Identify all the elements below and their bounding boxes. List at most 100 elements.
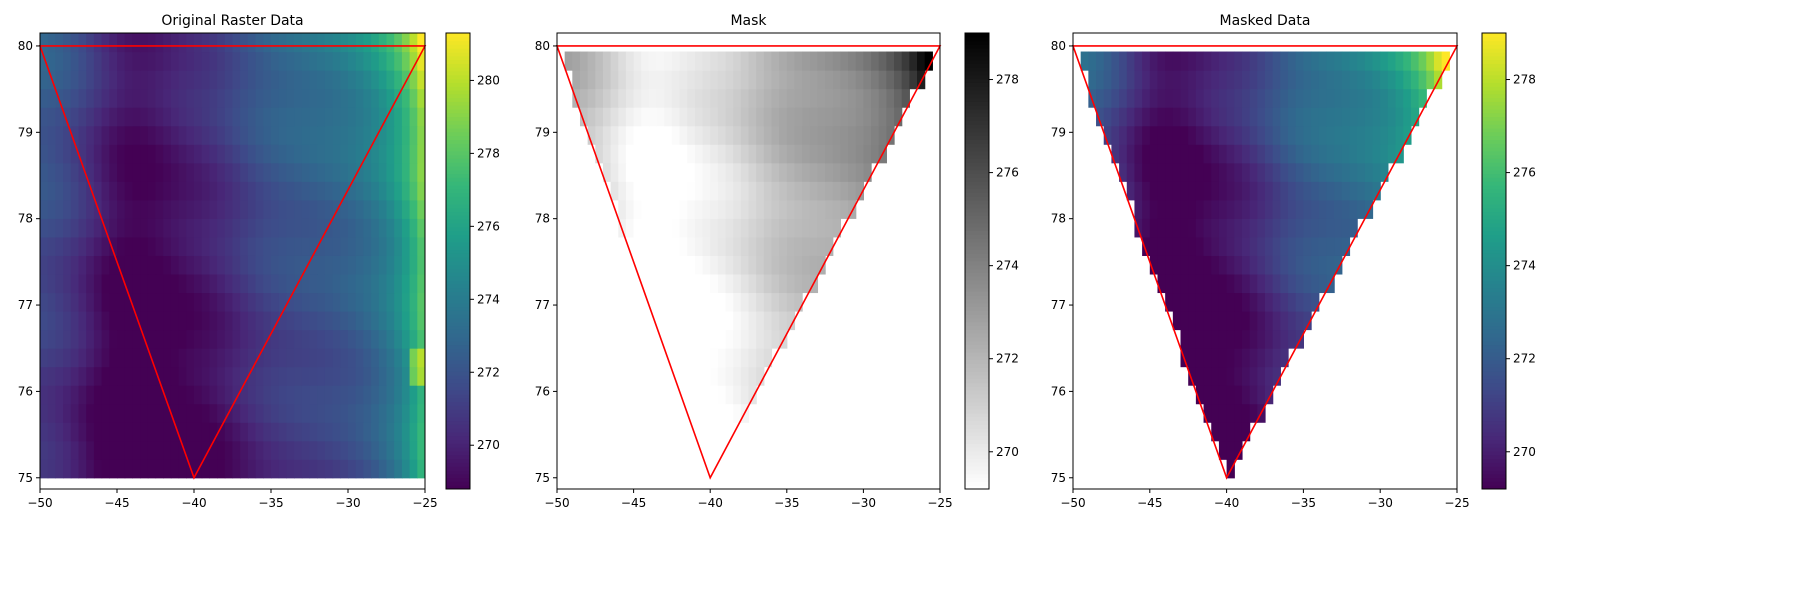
heatmap-cell <box>109 348 118 368</box>
heatmap-cell <box>1326 107 1335 127</box>
colorbar-step <box>965 82 989 87</box>
heatmap-cell <box>178 199 187 219</box>
heatmap-cell <box>1103 88 1112 108</box>
heatmap-cell <box>255 181 264 201</box>
heatmap-cell <box>355 255 364 275</box>
y-tick-label: 75 <box>18 471 33 485</box>
heatmap-cell <box>1288 292 1297 312</box>
heatmap-cell <box>78 310 87 331</box>
heatmap-cell <box>294 51 303 71</box>
heatmap-cell <box>848 144 857 164</box>
heatmap-cell <box>78 107 87 127</box>
heatmap-cell <box>1096 51 1105 71</box>
heatmap-cell <box>170 107 180 127</box>
colorbar-step <box>446 310 470 315</box>
heatmap-cell <box>132 255 141 275</box>
heatmap-cell <box>740 310 750 331</box>
heatmap-cell <box>1280 348 1289 368</box>
heatmap-cell <box>86 51 95 71</box>
heatmap-cell <box>286 366 295 386</box>
heatmap-cell <box>1149 70 1159 90</box>
heatmap-cell <box>1326 236 1335 256</box>
heatmap-cell <box>702 292 711 312</box>
heatmap-cell <box>78 459 87 479</box>
heatmap-cell <box>1234 107 1243 127</box>
heatmap-cell <box>1387 51 1397 71</box>
heatmap-cell <box>224 366 234 386</box>
heatmap-cell <box>671 329 681 349</box>
heatmap-cell <box>209 459 218 479</box>
heatmap-cell <box>55 255 64 275</box>
colorbar-step <box>965 363 989 368</box>
heatmap-cell <box>817 162 826 182</box>
heatmap-cell <box>656 88 665 108</box>
heatmap-cell <box>417 292 425 312</box>
heatmap-cell <box>170 310 180 331</box>
heatmap-cell <box>656 125 665 145</box>
heatmap-cell <box>348 459 357 479</box>
heatmap-cell <box>802 51 811 71</box>
heatmap-cell <box>255 348 264 368</box>
colorbar-step <box>965 405 989 410</box>
x-tick-label: −35 <box>774 496 799 510</box>
heatmap-cell <box>702 422 711 442</box>
heatmap-cell <box>817 181 826 201</box>
heatmap-cell <box>633 144 642 164</box>
heatmap-cell <box>178 440 187 460</box>
heatmap-cell <box>702 329 711 349</box>
heatmap-cell <box>702 51 711 71</box>
heatmap-cell <box>286 199 295 219</box>
colorbar-step <box>446 257 470 262</box>
heatmap-cell <box>332 236 341 256</box>
heatmap-cell <box>687 255 696 275</box>
heatmap-cell <box>309 236 318 256</box>
colorbar-step <box>446 348 470 353</box>
heatmap-cell <box>809 236 819 256</box>
heatmap-cell <box>1195 70 1205 90</box>
heatmap-cell <box>679 51 688 71</box>
heatmap-cell <box>1157 236 1166 256</box>
heatmap-cell <box>255 255 264 275</box>
heatmap-cell <box>47 33 56 53</box>
heatmap-cell <box>740 273 750 294</box>
heatmap-cell <box>1364 107 1374 127</box>
heatmap-cell <box>1249 236 1258 256</box>
heatmap-cell <box>286 385 295 405</box>
heatmap-cell <box>40 125 49 145</box>
heatmap-cell <box>1303 218 1312 238</box>
heatmap-cell <box>63 459 72 479</box>
heatmap-cell <box>117 236 126 256</box>
heatmap-cell <box>1188 125 1197 145</box>
colorbar-step <box>446 154 470 159</box>
heatmap-cell <box>1372 107 1381 127</box>
heatmap-cell <box>1119 162 1128 182</box>
heatmap-cell <box>1257 199 1266 219</box>
heatmap-cell <box>848 51 857 71</box>
heatmap-cell <box>317 329 326 349</box>
heatmap-cell <box>648 218 658 238</box>
heatmap-cell <box>178 70 187 90</box>
heatmap-cell <box>201 292 210 312</box>
heatmap-cell <box>332 88 341 108</box>
colorbar-step <box>1482 352 1506 357</box>
colorbar-step <box>1482 397 1506 403</box>
heatmap-cell <box>78 292 87 312</box>
heatmap-cell <box>1134 218 1143 238</box>
colorbar-step <box>965 261 989 266</box>
heatmap-cell <box>209 70 218 90</box>
heatmap-cell <box>1211 236 1220 256</box>
heatmap-cell <box>186 107 195 127</box>
heatmap-cell <box>247 329 257 349</box>
heatmap-cell <box>679 329 688 349</box>
heatmap-cell <box>355 199 364 219</box>
colorbar-step <box>1482 135 1506 140</box>
heatmap-cell <box>294 459 303 479</box>
colorbar-step <box>446 139 470 144</box>
colorbar-step <box>1482 223 1506 228</box>
colorbar-step <box>1482 329 1506 334</box>
heatmap-cell <box>1241 292 1251 312</box>
heatmap-cell <box>70 162 80 182</box>
heatmap-cell <box>63 366 72 386</box>
heatmap-cell <box>725 162 734 182</box>
heatmap-cell <box>1211 329 1220 349</box>
